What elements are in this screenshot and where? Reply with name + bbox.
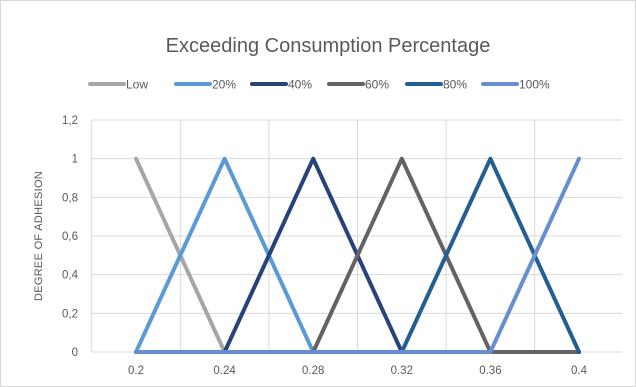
y-tick-label: 0,4: [62, 270, 79, 282]
legend-label: 20%: [212, 78, 236, 92]
legend-label: 40%: [288, 78, 312, 92]
legend-label: 80%: [443, 78, 467, 92]
x-tick-label: 0.2: [128, 365, 144, 377]
x-tick-label: 0.32: [391, 365, 413, 377]
legend-label: 100%: [519, 78, 550, 92]
legend-label: 60%: [365, 78, 389, 92]
y-axis-ticks: 0 0,2 0,4 0,6 0,8 1 1,2: [62, 115, 79, 359]
y-tick-label: 1,2: [62, 115, 78, 127]
y-tick-label: 0,2: [62, 308, 78, 320]
y-axis-label: DEGREE OF ADHESION: [33, 171, 45, 301]
legend: Low 20% 40% 60% 80% 100%: [88, 78, 550, 92]
series-lines: [134, 156, 581, 354]
x-axis-ticks: 0.2 0.24 0.28 0.32 0.36 0.4: [128, 365, 588, 377]
series-line-100pct: [134, 156, 581, 354]
legend-label: Low: [126, 78, 148, 92]
chart-title: Exceeding Consumption Percentage: [166, 35, 491, 57]
x-tick-label: 0.28: [302, 365, 324, 377]
y-tick-label: 0,8: [62, 192, 78, 204]
y-tick-label: 1: [72, 154, 78, 166]
y-tick-label: 0: [72, 347, 78, 359]
y-tick-label: 0,6: [62, 231, 78, 243]
x-tick-label: 0.36: [479, 365, 501, 377]
x-tick-label: 0.4: [571, 365, 588, 377]
x-tick-label: 0.24: [213, 365, 236, 377]
